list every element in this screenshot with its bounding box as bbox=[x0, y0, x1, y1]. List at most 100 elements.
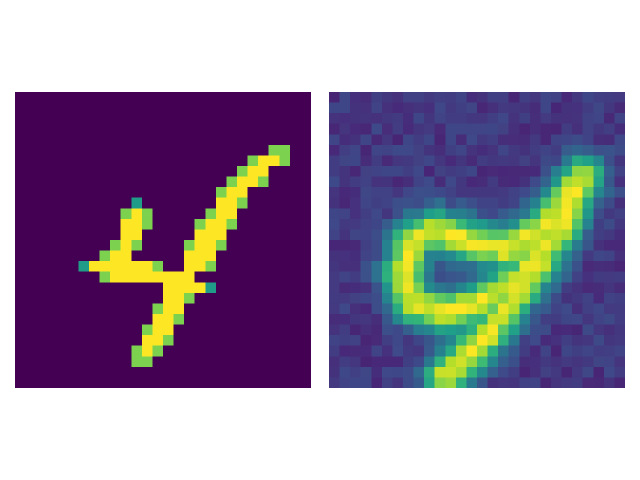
pixel-cell bbox=[184, 345, 195, 357]
pixel-cell bbox=[466, 166, 478, 177]
pixel-cell bbox=[561, 218, 573, 230]
pixel-cell bbox=[455, 102, 467, 114]
pixel-cell bbox=[360, 292, 372, 304]
pixel-cell bbox=[99, 366, 111, 378]
pixel-cell bbox=[561, 324, 573, 336]
pixel-cell bbox=[268, 271, 280, 283]
pixel-cell bbox=[300, 144, 311, 156]
pixel-cell bbox=[268, 345, 280, 357]
pixel-cell bbox=[215, 356, 227, 368]
pixel-cell bbox=[424, 218, 435, 230]
pixel-cell bbox=[455, 134, 467, 146]
original-digit-panel bbox=[15, 92, 311, 388]
pixel-cell bbox=[279, 113, 291, 124]
pixel-cell bbox=[413, 261, 425, 272]
pixel-cell bbox=[371, 208, 383, 220]
pixel-cell bbox=[289, 134, 301, 146]
pixel-cell bbox=[247, 187, 259, 198]
pixel-cell bbox=[455, 144, 467, 156]
pixel-cell bbox=[381, 166, 393, 177]
pixel-cell bbox=[582, 102, 594, 114]
pixel-cell bbox=[371, 155, 383, 167]
pixel-cell bbox=[477, 113, 488, 124]
pixel-cell bbox=[350, 187, 361, 198]
pixel-cell bbox=[289, 218, 301, 230]
pixel-cell bbox=[173, 282, 185, 294]
pixel-cell bbox=[110, 134, 121, 146]
pixel-cell bbox=[289, 208, 301, 220]
pixel-cell bbox=[360, 113, 372, 124]
pixel-cell bbox=[194, 250, 206, 262]
pixel-cell bbox=[141, 197, 153, 209]
pixel-cell bbox=[498, 102, 509, 114]
pixel-cell bbox=[329, 314, 340, 325]
pixel-cell bbox=[15, 92, 26, 103]
pixel-cell bbox=[582, 113, 594, 124]
pixel-cell bbox=[551, 197, 562, 209]
pixel-cell bbox=[110, 282, 121, 294]
pixel-cell bbox=[46, 144, 58, 156]
pixel-cell bbox=[46, 356, 58, 368]
pixel-cell bbox=[519, 250, 531, 262]
pixel-cell bbox=[131, 144, 143, 156]
pixel-cell bbox=[519, 303, 531, 315]
pixel-cell bbox=[371, 197, 383, 209]
pixel-cell bbox=[279, 166, 291, 177]
pixel-cell bbox=[381, 345, 393, 357]
pixel-cell bbox=[57, 123, 69, 135]
pixel-cell bbox=[329, 218, 340, 230]
pixel-cell bbox=[300, 208, 311, 220]
pixel-cell bbox=[350, 176, 361, 188]
pixel-cell bbox=[268, 218, 280, 230]
pixel-cell bbox=[381, 282, 393, 294]
pixel-cell bbox=[184, 282, 195, 294]
pixel-cell bbox=[25, 176, 37, 188]
pixel-cell bbox=[46, 261, 58, 272]
pixel-cell bbox=[89, 314, 100, 325]
pixel-cell bbox=[572, 166, 583, 177]
pixel-cell bbox=[614, 208, 625, 220]
pixel-cell bbox=[498, 282, 509, 294]
pixel-cell bbox=[561, 144, 573, 156]
pixel-cell bbox=[215, 197, 227, 209]
pixel-cell bbox=[487, 292, 499, 304]
pixel-cell bbox=[36, 314, 47, 325]
pixel-cell bbox=[466, 229, 478, 241]
pixel-cell bbox=[381, 144, 393, 156]
pixel-cell bbox=[78, 92, 90, 103]
pixel-cell bbox=[551, 134, 562, 146]
pixel-cell bbox=[25, 282, 37, 294]
pixel-cell bbox=[279, 176, 291, 188]
pixel-cell bbox=[173, 144, 185, 156]
pixel-cell bbox=[152, 271, 164, 283]
pixel-cell bbox=[67, 324, 79, 336]
pixel-cell bbox=[36, 218, 47, 230]
pixel-cell bbox=[350, 345, 361, 357]
pixel-cell bbox=[477, 356, 488, 368]
pixel-cell bbox=[57, 166, 69, 177]
pixel-cell bbox=[434, 218, 446, 230]
pixel-cell bbox=[247, 208, 259, 220]
pixel-cell bbox=[455, 345, 467, 357]
pixel-cell bbox=[519, 166, 531, 177]
pixel-cell bbox=[247, 282, 259, 294]
pixel-cell bbox=[67, 197, 79, 209]
pixel-cell bbox=[561, 377, 573, 388]
pixel-cell bbox=[508, 366, 520, 378]
pixel-cell bbox=[487, 102, 499, 114]
pixel-cell bbox=[25, 303, 37, 315]
pixel-cell bbox=[593, 218, 605, 230]
pixel-cell bbox=[57, 271, 69, 283]
pixel-cell bbox=[360, 324, 372, 336]
pixel-cell bbox=[78, 250, 90, 262]
pixel-cell bbox=[529, 187, 541, 198]
pixel-cell bbox=[25, 134, 37, 146]
pixel-cell bbox=[268, 324, 280, 336]
pixel-cell bbox=[508, 92, 520, 103]
pixel-cell bbox=[173, 166, 185, 177]
pixel-cell bbox=[173, 377, 185, 388]
pixel-cell bbox=[46, 345, 58, 357]
pixel-cell bbox=[350, 303, 361, 315]
pixel-cell bbox=[392, 282, 404, 294]
pixel-cell bbox=[582, 176, 594, 188]
